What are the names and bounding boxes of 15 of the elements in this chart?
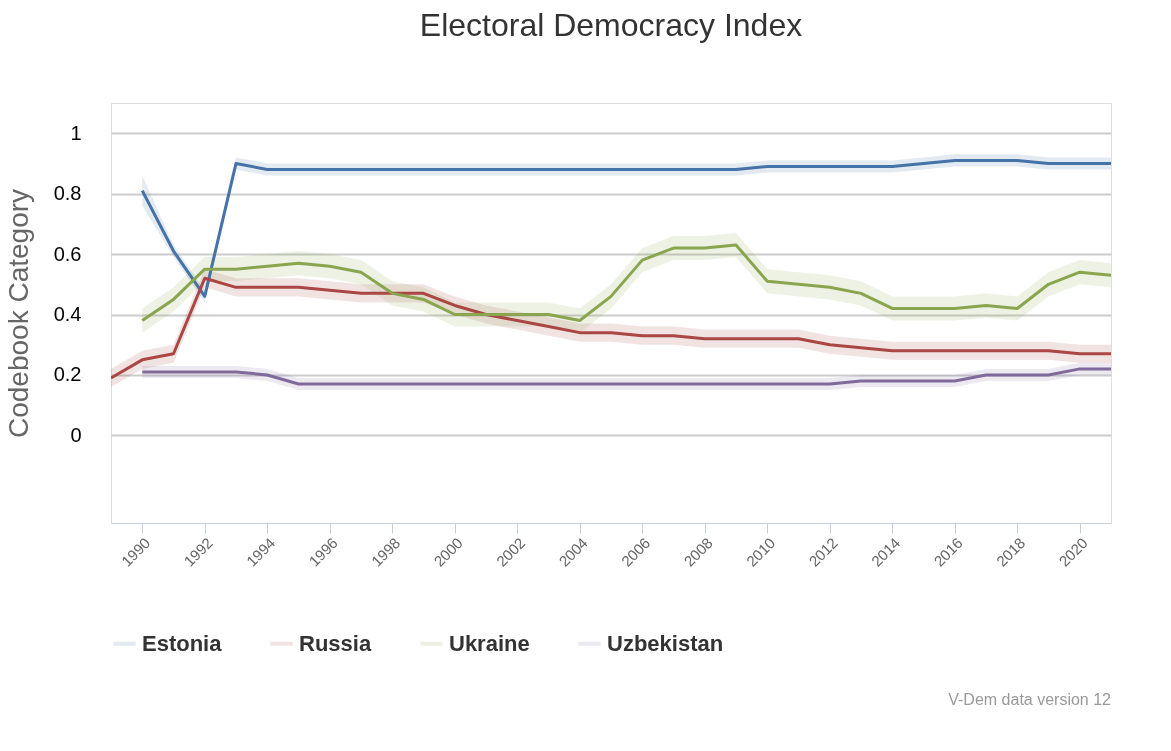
y-tick-label: 0.2 bbox=[53, 363, 82, 386]
legend-label: Russia bbox=[299, 630, 372, 656]
legend-label: Uzbekistan bbox=[607, 630, 724, 656]
chart-title: Electoral Democracy Index bbox=[419, 7, 803, 43]
line-series bbox=[140, 243, 1111, 323]
y-axis-title: Codebook Category bbox=[2, 188, 34, 439]
y-tick-label: 0 bbox=[70, 423, 82, 446]
line-series bbox=[140, 367, 1111, 386]
text: V-Dem data version 12 bbox=[948, 691, 1112, 708]
y-tick-label: 0.4 bbox=[53, 303, 82, 326]
y-tick-label: 0.8 bbox=[53, 182, 82, 205]
y-tick-label: 1 bbox=[70, 121, 82, 144]
legend-label: Estonia bbox=[142, 630, 223, 656]
legend-label: Ukraine bbox=[449, 630, 530, 656]
y-tick-label: 0.6 bbox=[53, 242, 82, 265]
